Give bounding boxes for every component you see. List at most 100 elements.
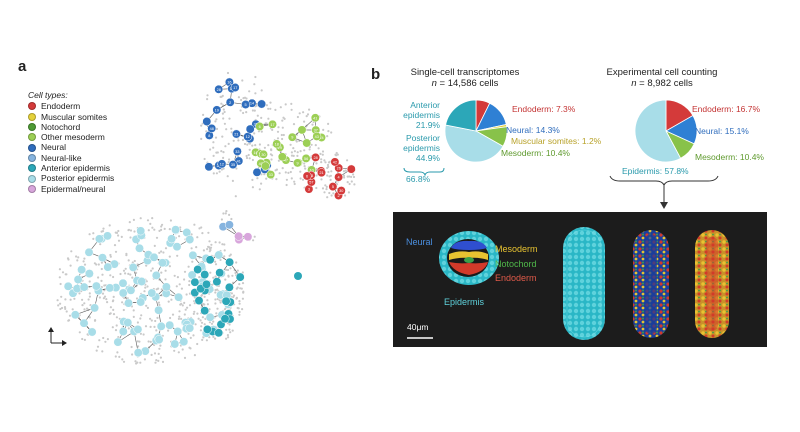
background-cell-dot [228,158,231,161]
background-cell-dot [303,149,306,152]
background-cell-dot [223,308,226,311]
background-cell-dot [88,295,91,298]
graph-node-label: 9 [291,136,293,140]
background-cell-dot [265,104,268,107]
background-cell-dot [315,174,318,177]
pie-left-neural-label: Neural: 14.3% [506,125,560,135]
background-cell-dot [214,298,217,301]
graph-node-label: 10 [309,168,313,172]
background-cell-dot [178,283,181,286]
background-cell-dot [315,186,318,190]
graph-node-label: 16 [227,81,231,85]
background-cell-dot [335,151,338,155]
graph-node [224,282,234,292]
background-cell-dot [191,260,194,263]
background-cell-dot [327,122,330,125]
background-cell-dot [185,293,188,296]
background-cell-dot [285,183,288,187]
background-cell-dot [221,243,224,246]
background-cell-dot [169,316,172,320]
background-cell-dot [205,339,208,342]
graph-node [217,159,227,169]
legend-item: Notochord [28,122,114,132]
background-cell-dot [64,273,67,276]
background-cell-dot [241,271,244,274]
background-cell-dot [242,291,245,294]
background-cell-dot [161,223,164,226]
background-cell-dot [291,167,294,170]
background-cell-dot [178,310,181,313]
background-cell-dot [167,300,170,303]
background-cell-dot [130,345,133,349]
background-cell-dot [112,313,116,316]
pie-left-endoderm-label: Endoderm: 7.3% [512,104,576,114]
background-cell-dot [251,178,254,181]
background-cell-dot [115,324,118,327]
background-cell-dot [277,126,280,129]
microscopy-notochord-label: Notochord [495,259,537,269]
background-cell-dot [328,191,331,195]
background-cell-dot [232,294,236,297]
background-cell-dot [88,316,91,319]
background-cell-dot [161,360,165,363]
background-cell-dot [100,230,103,233]
graph-node [336,186,346,196]
graph-node [260,161,270,171]
background-cell-dot [271,154,274,157]
cell-type-graph: 1419281716521394048151733201243413512282… [48,71,356,365]
pie-right-slice-epidermis [634,99,682,163]
legend-label: Muscular somites [41,111,108,122]
background-cell-dot [237,96,240,99]
graph-node [165,320,175,330]
background-cell-dot [181,304,184,307]
background-cell-dot [240,98,243,102]
background-cell-dot [284,103,287,106]
graph-node [235,272,245,282]
background-cell-dot [226,71,230,75]
background-cell-dot [183,278,186,281]
left-epidermis-bracket [403,167,445,177]
background-cell-dot [278,172,281,175]
graph-node [257,99,267,109]
graph-node [188,250,198,260]
background-cell-dot [128,221,131,224]
background-cell-dot [214,241,217,244]
background-cell-dot [283,117,286,120]
background-cell-dot [206,94,209,97]
background-cell-dot [56,299,59,302]
graph-node [90,303,100,313]
legend-label: Neural-like [41,152,82,163]
background-cell-dot [155,329,158,332]
background-cell-dot [201,338,204,341]
background-cell-dot [64,298,67,301]
graph-node [245,124,255,134]
graph-node-label: 17 [233,86,237,90]
background-cell-dot [230,217,233,221]
background-cell-dot [102,297,105,300]
background-cell-dot [58,276,61,279]
graph-node [243,232,253,242]
background-cell-dot [111,300,114,303]
background-cell-dot [83,302,86,305]
background-cell-dot [77,256,80,259]
background-cell-dot [296,154,299,157]
background-cell-dot [114,250,118,253]
legend-swatch [28,184,36,193]
background-cell-dot [192,312,195,315]
background-cell-dot [69,298,72,301]
background-cell-dot [209,271,212,274]
graph-node [63,281,73,291]
background-cell-dot [296,115,299,119]
graph-node [225,97,235,107]
background-cell-dot [129,273,132,276]
background-cell-dot [150,269,153,272]
background-cell-dot [168,228,171,231]
background-cell-dot [83,263,87,266]
arrow-head [660,202,668,209]
background-cell-dot [162,251,165,254]
background-cell-dot [202,113,205,116]
graph-node [302,171,312,181]
background-cell-dot [253,132,256,135]
background-cell-dot [131,353,134,356]
pie-left-title: Single-cell transcriptomes n = 14,586 ce… [405,67,525,89]
